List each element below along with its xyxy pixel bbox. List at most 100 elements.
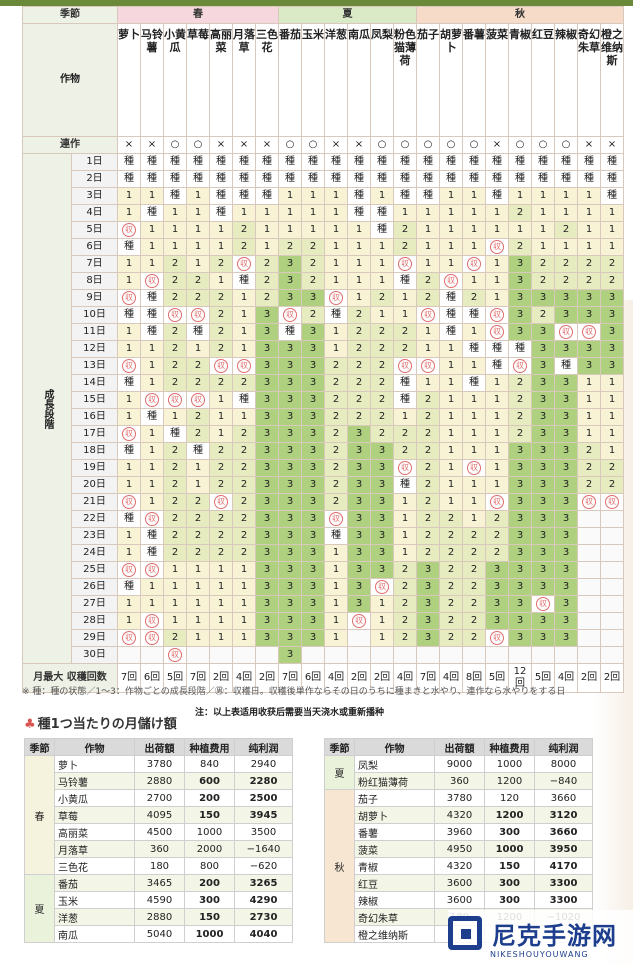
profit-cost: 1000 xyxy=(484,840,535,858)
stage-cell xyxy=(577,612,601,630)
stage-cell xyxy=(554,646,578,664)
profit-header-net: 纯利润 xyxy=(234,738,293,756)
profit-net: 4040 xyxy=(234,925,293,943)
stage-cell: 1 xyxy=(577,425,601,443)
harvest-mark: 収 xyxy=(145,274,159,288)
stage-cell: 種 xyxy=(186,323,210,341)
stage-cell: 2 xyxy=(439,595,463,613)
stage-cell: 2 xyxy=(163,442,187,460)
stage-cell: 収 xyxy=(163,646,187,664)
stage-cell: 2 xyxy=(324,476,348,494)
stage-cell: 種 xyxy=(117,510,141,528)
day-label: 6日 xyxy=(71,238,118,256)
stage-cell: 2 xyxy=(416,476,440,494)
stage-cell: 2 xyxy=(186,374,210,392)
stage-cell: 2 xyxy=(393,340,417,358)
harvest-mark: 収 xyxy=(237,257,251,271)
stage-cell: 2 xyxy=(370,340,394,358)
profit-crop: 洋葱 xyxy=(54,908,135,926)
stage-cell: 3 xyxy=(531,476,555,494)
stage-cell: 3 xyxy=(508,442,532,460)
stage-cell: 3 xyxy=(508,323,532,341)
stage-cell: 1 xyxy=(462,510,486,528)
stage-cell: 1 xyxy=(393,510,417,528)
harvest-mark: 収 xyxy=(122,291,136,305)
stage-cell: 収 xyxy=(232,357,256,375)
stage-cell: 1 xyxy=(370,629,394,647)
stage-cell: 1 xyxy=(577,391,601,409)
stage-cell: 2 xyxy=(232,238,256,256)
stage-cell: 3 xyxy=(278,442,302,460)
stage-cell: 3 xyxy=(508,629,532,647)
stage-cell: 3 xyxy=(347,561,371,579)
profit-crop: 萝卜 xyxy=(54,755,135,773)
continuous-cell: ○ xyxy=(393,136,417,154)
continuous-cell: × xyxy=(347,136,371,154)
harvest-mark: 収 xyxy=(352,614,366,628)
stage-cell: 2 xyxy=(301,238,325,256)
stage-cell: 種 xyxy=(439,323,463,341)
stage-cell: 3 xyxy=(600,289,624,307)
profit-header-ship: 出荷額 xyxy=(434,738,485,756)
crop-name: 南瓜 xyxy=(347,23,371,137)
stage-cell: 1 xyxy=(140,374,164,392)
stage-cell: 1 xyxy=(439,374,463,392)
profit-crop: 凤梨 xyxy=(354,755,435,773)
stage-cell: 種 xyxy=(278,323,302,341)
stage-cell: 収 xyxy=(485,306,509,324)
stage-cell: 1 xyxy=(600,391,624,409)
profit-row: 高丽菜 4500 1000 3500 xyxy=(25,823,293,841)
stage-cell: 種 xyxy=(163,170,187,188)
stage-cell: 1 xyxy=(462,408,486,426)
harvest-mark: 収 xyxy=(421,359,435,373)
day-row: 8日 1 収 2 2 1 種 2 3 2 1 1 1 種 2 収 1 1 3 2 2 2 2 xyxy=(23,272,624,290)
max-harvest-cell: 4回 xyxy=(393,663,417,693)
stage-cell: 3 xyxy=(278,561,302,579)
stage-cell: 種 xyxy=(140,204,164,222)
stage-cell: 種 xyxy=(554,153,578,171)
stage-cell: 3 xyxy=(485,612,509,630)
stage-cell: 2 xyxy=(163,629,187,647)
profit-ship: 4320 xyxy=(434,857,485,875)
stage-cell: 3 xyxy=(554,578,578,596)
stage-cell: 種 xyxy=(347,153,371,171)
day-row: 成長段階 1日種種種種種種種種種種種種種種種種種種種種種種 xyxy=(22,153,624,664)
stage-cell: 1 xyxy=(531,238,555,256)
stage-cell: 1 xyxy=(117,340,141,358)
profit-cost: 1000 xyxy=(484,755,535,773)
stage-cell xyxy=(600,544,624,562)
stage-cell: 1 xyxy=(439,204,463,222)
stage-cell: 2 xyxy=(324,493,348,511)
harvest-mark: 収 xyxy=(122,223,136,237)
stage-cell: 種 xyxy=(370,153,394,171)
profit-ship: 4500 xyxy=(134,823,185,841)
profit-row: 胡萝卜 4320 1200 3120 xyxy=(325,806,593,824)
continuous-cell: × xyxy=(577,136,601,154)
profit-net: 3950 xyxy=(534,840,593,858)
max-harvest-cell: 5回 xyxy=(485,663,509,693)
stage-cell xyxy=(347,646,371,664)
stage-cell xyxy=(140,646,164,664)
harvest-mark: 収 xyxy=(490,495,504,509)
stage-cell: 3 xyxy=(531,493,555,511)
harvest-mark: 収 xyxy=(191,308,205,322)
stage-cell: 2 xyxy=(531,272,555,290)
profit-net: 3300 xyxy=(534,874,593,892)
profit-season: 夏 xyxy=(324,755,355,790)
stage-cell: 1 xyxy=(577,408,601,426)
stage-cell: 3 xyxy=(255,408,279,426)
stage-cell: 3 xyxy=(347,510,371,528)
stage-cell xyxy=(370,646,394,664)
stage-cell: 1 xyxy=(416,221,440,239)
stage-cell: 3 xyxy=(485,595,509,613)
day-label: 26日 xyxy=(71,578,118,596)
stage-cell xyxy=(209,646,233,664)
crop-header: 作物 xyxy=(22,23,118,137)
profit-season: 春 xyxy=(24,755,55,875)
stage-cell: 1 xyxy=(117,527,141,545)
profit-cost: 200 xyxy=(184,789,235,807)
stage-cell: 3 xyxy=(301,442,325,460)
stage-cell: 2 xyxy=(370,323,394,341)
stage-cell: 2 xyxy=(370,391,394,409)
stage-cell: 種 xyxy=(600,153,624,171)
